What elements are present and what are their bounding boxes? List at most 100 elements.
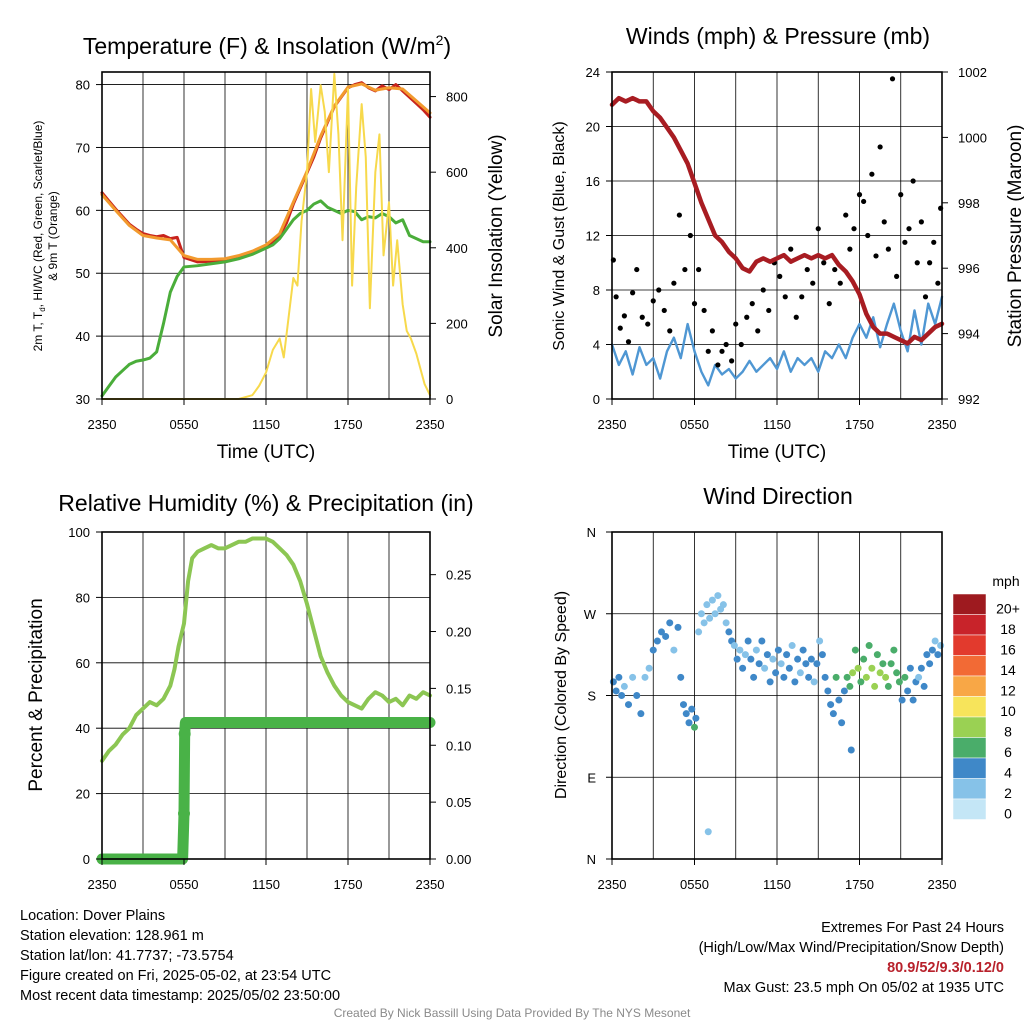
colorbar-label: 2 [1004,785,1012,801]
series-line-maroon [609,95,945,346]
x-tick-label: 1150 [763,417,791,432]
gust-point [826,301,832,307]
y-tick-label: 60 [76,203,90,218]
humidity-panel: Relative Humidity (%) & Precipitation (i… [26,490,474,892]
direction-point [688,705,696,713]
x-tick-label: 1150 [252,877,280,892]
direction-point [917,664,925,672]
max-gust: Max Gust: 23.5 mph On 05/02 at 1935 UTC [723,980,1004,996]
x-tick-label: 2350 [416,417,445,432]
gust-point [799,294,805,300]
gust-point [914,260,920,266]
direction-point [838,719,846,727]
colorbar-swatch [952,696,987,718]
direction-point [615,673,623,681]
gust-point [621,313,627,319]
gust-point [889,76,896,82]
direction-point [641,673,649,681]
direction-point [741,651,749,659]
direction-point [722,619,730,627]
colorbar-swatch [952,778,987,800]
direction-point [849,669,857,677]
gust-point [729,358,735,364]
x-tick-label: 1750 [845,877,874,892]
direction-point [755,660,763,668]
direction-point [625,701,632,709]
direction-point [766,678,774,686]
y-tick-label: E [587,770,596,785]
direction-point [752,646,760,654]
y2-tick-label: 800 [446,90,468,105]
series-line-yellow [101,72,431,400]
direction-point [612,687,620,695]
gust-point [821,260,827,266]
winds-ylabel: Sonic Wind & Gust (Blue, Black) [551,121,568,350]
y-tick-label: 4 [593,338,600,353]
y2-tick-label: 0.10 [446,738,471,753]
direction-point [695,628,703,636]
y2-tick-label: 1000 [958,130,987,145]
y-tick-label: 40 [76,329,90,344]
direction-point [802,660,810,668]
y2-tick-label: 0.00 [446,852,471,867]
direction-point [895,678,903,686]
direction-point [674,623,682,631]
gust-point [832,266,838,273]
gust-point [634,266,640,273]
direction-point [796,669,804,677]
direction-point [882,673,890,681]
gust-point [810,280,816,286]
station-latlon: Station lat/lon: 41.7737; -73.5754 [20,948,234,964]
y2-tick-label: 0.15 [446,681,471,696]
direction-point [763,651,771,659]
direction-point [887,660,895,668]
gust-point [733,321,739,327]
series-line-orange [100,82,432,261]
y-tick-label: 40 [76,721,90,736]
direction-point [682,710,690,718]
y-tick-label: 100 [68,525,90,540]
gust-point [705,348,711,354]
gust-point [760,287,766,293]
credit-line: Created By Nick Bassill Using Data Provi… [333,1006,691,1020]
temperature-panel: Temperature (F) & Insolation (W/m2) 30 40… [31,32,507,463]
extremes-subtitle: (High/Low/Max Wind/Precipitation/Snow De… [698,940,1004,956]
direction-point [618,692,626,699]
gust-point [865,232,871,239]
y2-tick-label: 994 [958,327,980,342]
gust-point [676,212,682,218]
direction-point [704,828,712,836]
precipitation-point [178,727,191,740]
gust-point [671,280,677,286]
direction-point [774,646,782,654]
x-tick-label: 0550 [170,877,199,892]
y2-tick-label: 992 [958,392,980,407]
extremes-block: Extremes For Past 24 Hours (High/Low/Max… [699,918,1004,998]
humidity-title: Relative Humidity (%) & Precipitation (i… [58,490,473,516]
x-tick-label: 2350 [88,877,117,892]
colorbar-swatch [952,634,987,656]
x-tick-label: 2350 [416,877,445,892]
winds-title: Winds (mph) & Pressure (mb) [626,23,930,49]
gust-point [793,314,799,320]
gust-point [837,280,843,286]
colorbar-swatch [952,757,987,779]
direction-point [862,673,870,681]
direction-point [807,655,815,663]
y2-tick-label: 0.25 [446,568,471,583]
x-tick-label: 0550 [680,417,709,432]
gust-point [815,226,821,232]
gust-point [744,314,750,320]
gust-point [847,246,853,252]
gust-point [843,212,849,218]
gust-point [910,178,916,184]
x-tick-label: 2350 [88,417,117,432]
colorbar-label: 10 [1000,703,1016,719]
winds-xlabel: Time (UTC) [728,442,827,463]
gust-point [709,328,715,334]
direction-point [788,642,796,650]
direction-point [860,655,868,663]
